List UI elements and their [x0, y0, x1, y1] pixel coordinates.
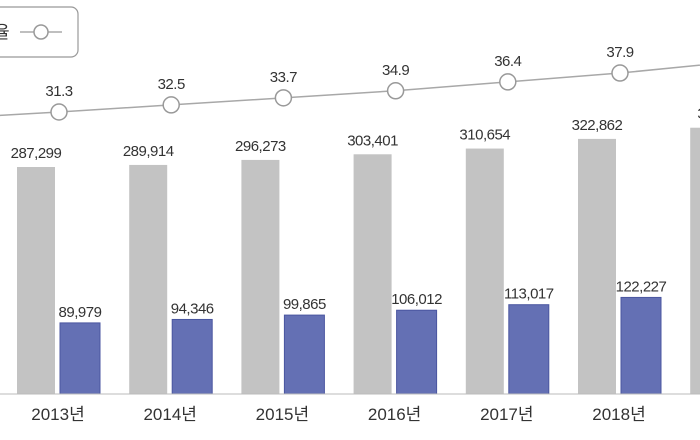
line-series	[0, 64, 700, 117]
line-marker	[611, 64, 629, 82]
data-label-gray: 310,654	[459, 127, 510, 144]
line-marker	[50, 103, 68, 121]
x-tick-label: 2016년	[368, 405, 421, 424]
line-marker	[386, 82, 405, 100]
data-label-line: 36.4	[494, 53, 521, 70]
data-label-gray: 303,401	[347, 132, 398, 149]
x-tick-label: 2017년	[480, 405, 533, 424]
line-marker	[499, 73, 517, 91]
data-label-line: 34.9	[382, 62, 409, 79]
data-label-blue: 94,346	[171, 300, 214, 317]
legend-marker-icon	[33, 24, 49, 40]
bar-blue	[508, 304, 550, 395]
data-label-line: 37.9	[606, 44, 633, 61]
bar-gray	[465, 148, 504, 394]
line-marker	[274, 89, 293, 107]
bar-gray	[241, 159, 280, 394]
data-label-blue: 113,017	[504, 286, 554, 303]
bar-blue	[283, 314, 325, 395]
data-label-gray: 289,914	[123, 143, 174, 160]
data-label-gray: 287,299	[11, 145, 62, 162]
bar-gray	[578, 138, 616, 394]
bar-gray	[17, 167, 55, 394]
x-tick-label: 2014년	[143, 405, 196, 424]
data-label-gray: 337	[697, 106, 700, 123]
x-tick-label: 2015년	[256, 405, 309, 424]
data-label-line: 31.3	[45, 83, 72, 100]
data-label-line: 33.7	[270, 69, 297, 86]
legend: 율	[0, 6, 79, 58]
legend-label: 율	[0, 23, 10, 42]
data-label-line: 32.5	[158, 76, 185, 93]
data-label-gray: 322,862	[572, 117, 623, 134]
bar-blue	[620, 296, 662, 395]
x-tick-label: 2013년	[31, 405, 84, 424]
data-label-blue: 122,227	[616, 278, 667, 295]
data-label-blue: 106,012	[391, 291, 442, 308]
line-marker	[162, 96, 180, 114]
x-tick-label: 2018년	[592, 405, 645, 424]
bar-blue	[171, 318, 213, 395]
bar-gray	[690, 127, 700, 395]
data-label-blue: 89,979	[59, 304, 102, 321]
bar-gray	[353, 154, 392, 394]
bar-gray	[129, 164, 168, 394]
bar-blue	[59, 322, 101, 395]
data-label-gray: 296,273	[235, 138, 286, 155]
data-label-blue: 99,865	[283, 296, 326, 313]
bar-blue	[396, 309, 438, 395]
